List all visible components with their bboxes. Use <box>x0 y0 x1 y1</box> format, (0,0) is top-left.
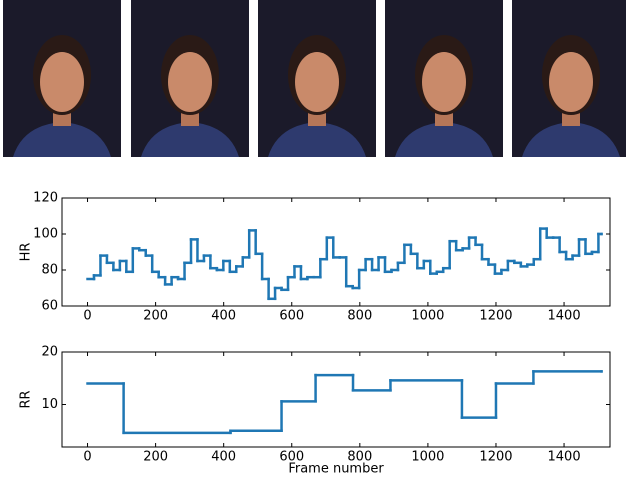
y-tick-label: 20 <box>41 345 58 360</box>
face-photo <box>131 0 249 157</box>
x-tick-label: 0 <box>83 450 91 465</box>
x-tick-label: 400 <box>211 309 236 324</box>
x-tick-label: 600 <box>279 450 304 465</box>
y-tick-label: 10 <box>41 397 58 412</box>
x-tick-label: 800 <box>347 450 372 465</box>
y-tick-label: 120 <box>33 191 58 206</box>
y-tick-label: 60 <box>41 299 58 314</box>
face-photo <box>385 0 503 157</box>
y-tick-label: 100 <box>33 227 58 242</box>
plot-frame <box>61 351 611 448</box>
x-tick-label: 1200 <box>479 450 512 465</box>
x-tick-label: 1400 <box>548 309 581 324</box>
x-tick-label: 600 <box>279 309 304 324</box>
photo-strip <box>3 0 626 157</box>
x-tick-label: 200 <box>143 309 168 324</box>
x-tick-label: 200 <box>143 450 168 465</box>
y-axis-label: RR <box>19 390 34 408</box>
x-tick-label: 1000 <box>411 450 444 465</box>
x-tick-label: 800 <box>347 309 372 324</box>
y-axis-label: HR <box>19 243 34 262</box>
x-tick-label: 400 <box>211 450 236 465</box>
y-tick-label: 80 <box>41 263 58 278</box>
plot-frame <box>61 197 611 307</box>
x-tick-label: 0 <box>83 309 91 324</box>
face-photo <box>3 0 121 157</box>
face-photo <box>512 0 626 157</box>
x-axis-label: Frame number <box>288 462 384 477</box>
x-tick-label: 1000 <box>411 309 444 324</box>
face-photo <box>258 0 376 157</box>
x-tick-label: 1400 <box>548 450 581 465</box>
x-tick-label: 1200 <box>479 309 512 324</box>
